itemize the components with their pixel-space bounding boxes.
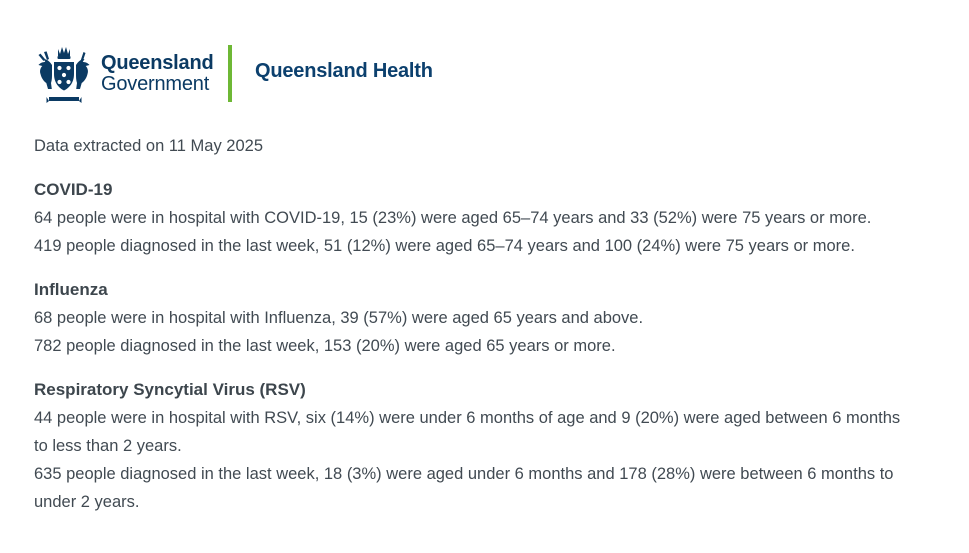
section-influenza: Influenza 68 people were in hospital wit… — [34, 276, 914, 360]
header-divider — [228, 45, 232, 102]
section-heading-influenza: Influenza — [34, 280, 108, 299]
qld-government-logo-text: Queensland Government — [101, 42, 214, 95]
qld-coat-of-arms-icon — [38, 47, 90, 103]
qld-government-logo[interactable]: Queensland Government — [36, 42, 214, 104]
logo-line-government: Government — [101, 73, 210, 95]
covid19-hospital-stat: 64 people were in hospital with COVID-19… — [34, 209, 872, 227]
influenza-diagnosed-stat: 782 people diagnosed in the last week, 1… — [34, 337, 616, 355]
influenza-hospital-stat: 68 people were in hospital with Influenz… — [34, 309, 644, 327]
section-heading-covid19: COVID-19 — [34, 180, 113, 199]
rsv-hospital-stat: 44 people were in hospital with RSV, six… — [34, 409, 901, 455]
header: Queensland Government Queensland Health — [0, 0, 969, 120]
section-heading-rsv: Respiratory Syncytial Virus (RSV) — [34, 380, 306, 399]
section-covid19: COVID-19 64 people were in hospital with… — [34, 176, 914, 260]
covid19-diagnosed-stat: 419 people diagnosed in the last week, 5… — [34, 237, 855, 255]
section-rsv: Respiratory Syncytial Virus (RSV) 44 peo… — [34, 376, 914, 516]
report: Data extracted on 11 May 2025 COVID-19 6… — [34, 132, 914, 516]
logo-line-queensland: Queensland — [101, 52, 214, 74]
rsv-diagnosed-stat: 635 people diagnosed in the last week, 1… — [34, 465, 894, 511]
data-extracted-date: Data extracted on 11 May 2025 — [34, 137, 264, 155]
site-title-queensland-health[interactable]: Queensland Health — [255, 60, 433, 82]
